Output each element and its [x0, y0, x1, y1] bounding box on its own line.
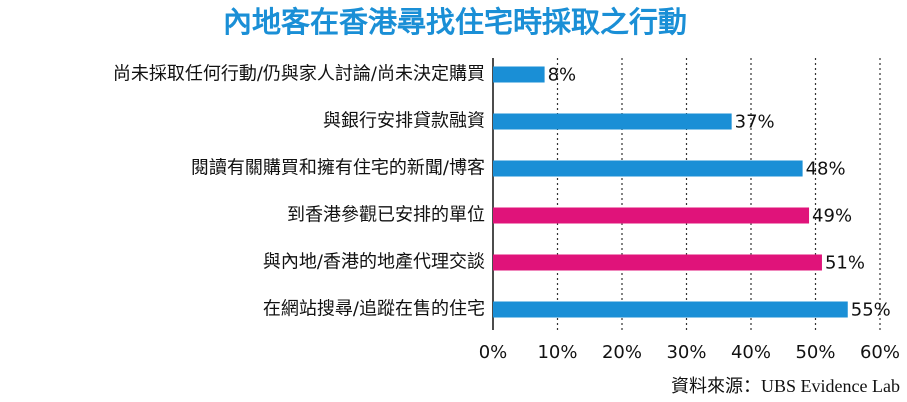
bar — [493, 66, 545, 83]
x-tick-label: 0% — [479, 342, 508, 363]
bar — [493, 301, 848, 318]
value-label: 51% — [825, 253, 865, 274]
x-tick-label: 30% — [666, 342, 706, 363]
value-label: 55% — [851, 300, 891, 321]
source: 資料來源：UBS Evidence Lab — [671, 376, 900, 396]
value-label: 49% — [812, 206, 852, 227]
y-tick-label: 尚未採取任何行動/仍與家人討論/尚未決定購買 — [113, 64, 485, 85]
y-tick-label: 在網站搜尋/追蹤在售的住宅 — [263, 299, 485, 320]
y-tick-label: 閱讀有關購買和擁有住宅的新聞/博客 — [191, 158, 485, 179]
bar — [493, 160, 803, 177]
x-tick-label: 50% — [795, 342, 835, 363]
y-tick-label: 到香港參觀已安排的單位 — [287, 205, 485, 226]
chart-title: 內地客在香港尋找住宅時採取之行動 — [223, 5, 687, 39]
bar — [493, 207, 810, 224]
x-tick-label: 20% — [602, 342, 642, 363]
value-label: 48% — [806, 159, 846, 180]
x-tick-label: 60% — [860, 342, 900, 363]
y-tick-label: 與內地/香港的地產代理交談 — [263, 252, 485, 273]
value-label: 8% — [548, 65, 577, 86]
bar — [493, 254, 822, 271]
y-tick-label: 與銀行安排貸款融資 — [323, 111, 485, 132]
bar — [493, 113, 732, 130]
x-tick-label: 40% — [731, 342, 771, 363]
value-label: 37% — [735, 112, 775, 133]
x-tick-label: 10% — [537, 342, 577, 363]
